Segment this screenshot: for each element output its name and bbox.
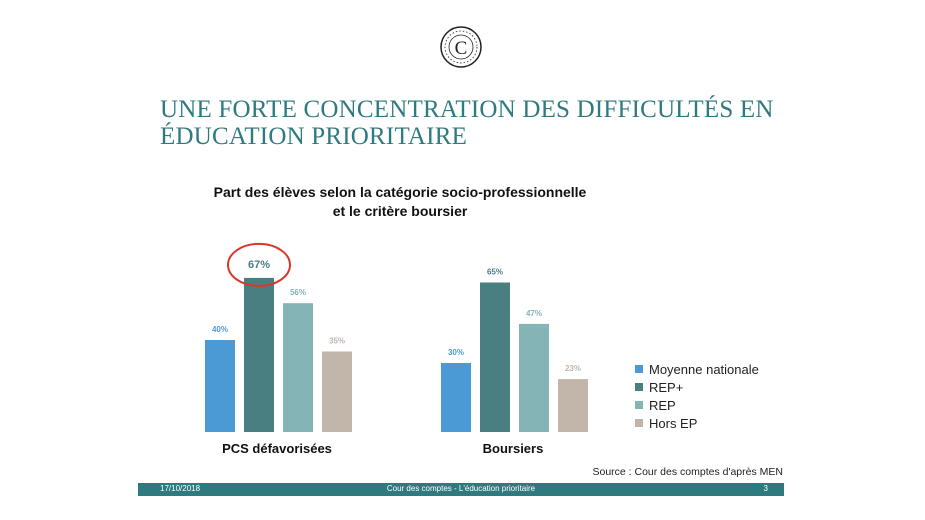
source-note: Source : Cour des comptes d'après MEN [592,466,783,478]
footer-title: Cour des comptes - L'éducation prioritai… [386,484,536,493]
bar [441,363,471,432]
chart-title-line-2: et le critère boursier [332,203,468,219]
legend-label: REP+ [649,379,684,395]
legend-swatch [635,365,643,373]
chart-title: Part des élèves selon la catégorie socio… [200,183,600,221]
bar [205,340,235,432]
data-label: 56% [290,288,306,297]
legend-item-rep-plus: REP+ [635,378,759,396]
data-label: 23% [565,364,581,373]
legend-label: Moyenne nationale [649,361,759,377]
category-label: Boursiers [483,441,544,456]
bar [322,351,352,432]
bar [283,303,313,432]
highlight-circle [227,242,291,287]
legend-item-moyenne-nationale: Moyenne nationale [635,360,759,378]
chart-legend: Moyenne nationale REP+ REP Hors EP [635,360,759,432]
legend-item-rep: REP [635,396,759,414]
data-label: 30% [448,348,464,357]
bar [519,323,549,432]
legend-swatch [635,383,643,391]
bar [244,277,274,432]
footer-bar: Cour des comptes - L'éducation prioritai… [138,483,784,496]
chart-title-line-1: Part des élèves selon la catégorie socio… [213,184,587,200]
bar [558,379,588,432]
cour-des-comptes-logo: C [440,26,482,68]
data-label: 47% [526,309,542,318]
category-label: PCS défavorisées [222,441,332,456]
data-label: 40% [212,325,228,334]
legend-swatch [635,419,643,427]
legend-item-hors-ep: Hors EP [635,414,759,432]
slide-title: UNE FORTE CONCENTRATION DES DIFFICULTÉS … [160,96,774,150]
legend-swatch [635,401,643,409]
svg-text:C: C [455,38,468,59]
data-label: 35% [329,337,345,346]
data-label: 67% [248,259,270,271]
data-label: 65% [487,268,503,277]
footer-page-number: 3 [763,484,768,493]
legend-label: Hors EP [649,415,698,431]
bar [480,282,510,432]
legend-label: REP [649,397,676,413]
footer-date: 17/10/2018 [160,484,201,493]
